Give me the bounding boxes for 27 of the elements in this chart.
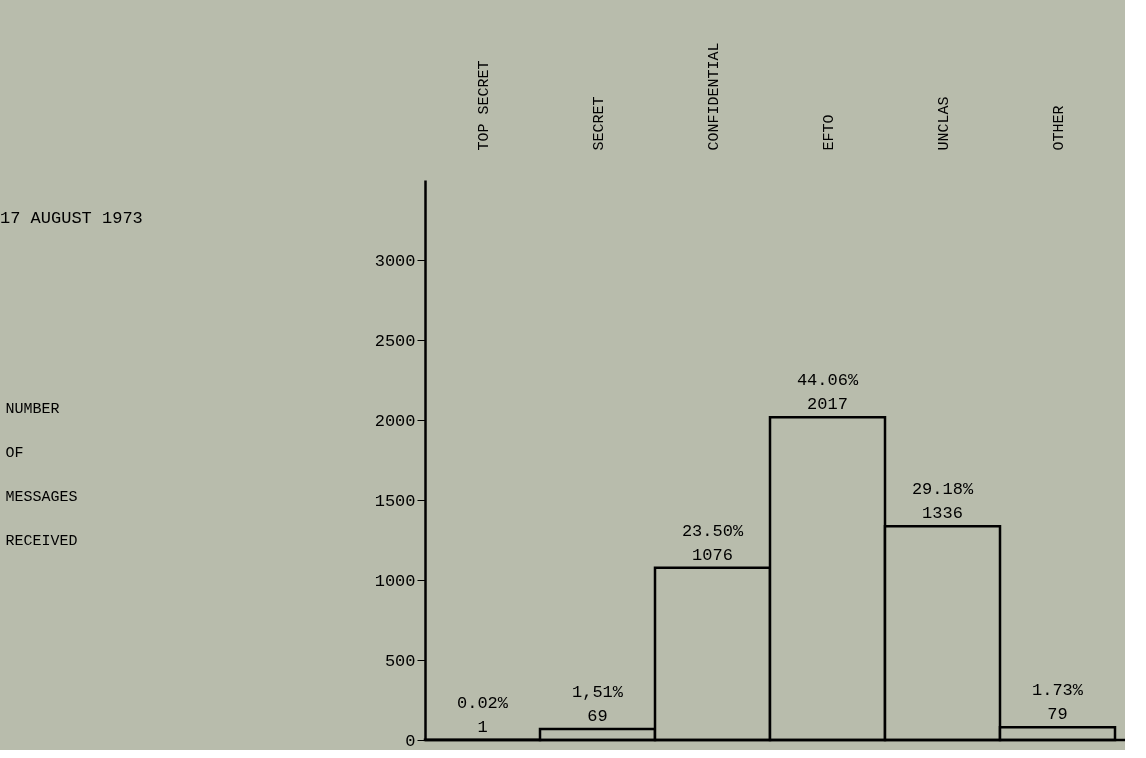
data-label: 1 — [477, 717, 488, 737]
annotation: 44.06% — [796, 371, 859, 391]
x-tick-label: EFTO — [820, 114, 838, 151]
y-tick-label: 2500 — [374, 331, 416, 351]
y-tick-label: 500 — [384, 651, 416, 671]
y-tick-label: 0 — [405, 731, 416, 751]
text: NUMBER OF MESSAGES RECEIVED — [5, 400, 78, 550]
annotation: 0.02% — [456, 693, 509, 713]
y-tick-label: 3000 — [374, 251, 416, 271]
data-label: 79 — [1047, 705, 1068, 725]
data-label: 1076 — [692, 545, 733, 565]
annotation: 1.73% — [1031, 681, 1084, 701]
annotation: 1,51% — [571, 682, 624, 702]
data-label: 1336 — [922, 504, 963, 524]
x-tick-label: TOP SECRET — [475, 60, 493, 151]
y-tick-label: 2000 — [374, 411, 416, 431]
annotation: 29.18% — [911, 480, 974, 500]
x-tick-label: SECRET — [590, 96, 608, 151]
x-tick-label: CONFIDENTIAL — [705, 42, 723, 151]
x-tick-label: OTHER — [1050, 105, 1068, 151]
x-tick-label: UNCLAS — [935, 96, 953, 151]
annotation: 23.50% — [681, 521, 744, 541]
data-label: 69 — [587, 706, 608, 726]
y-tick-label: 1500 — [374, 491, 416, 511]
text: 17 AUGUST 1973 — [0, 208, 143, 228]
y-tick-label: 1000 — [374, 571, 416, 591]
data-label: 2017 — [807, 395, 848, 415]
